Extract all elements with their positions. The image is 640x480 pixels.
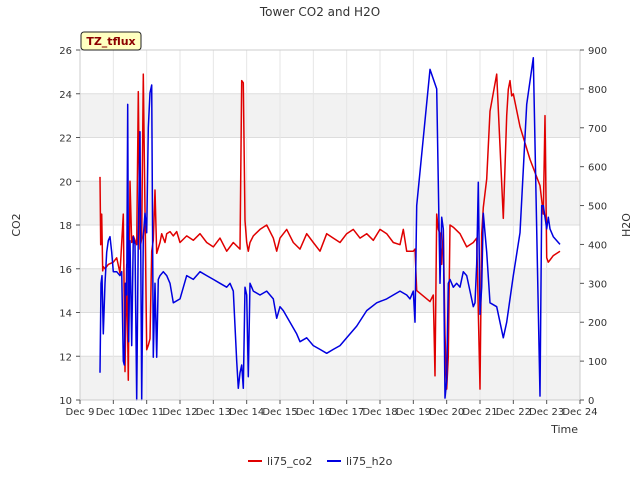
left-tick-label: 22 [59, 134, 72, 145]
left-tick-label: 20 [59, 177, 72, 188]
left-tick-label: 12 [59, 352, 72, 363]
x-tick-label: Dec 23 [529, 407, 564, 418]
right-tick-label: 600 [588, 163, 607, 174]
chart-title: Tower CO2 and H2O [259, 5, 380, 19]
plot-background-bands [80, 50, 580, 400]
left-tick-label: 24 [59, 90, 72, 101]
legend: li75_co2 li75_h2o [248, 455, 393, 468]
x-tick-label: Dec 17 [329, 407, 364, 418]
left-tick-label: 18 [59, 221, 72, 232]
plot-band [80, 181, 580, 225]
plot-band [80, 137, 580, 182]
right-tick-label: 700 [588, 124, 607, 135]
x-tick-label: Dec 24 [562, 407, 597, 418]
x-tick-label: Dec 15 [262, 407, 297, 418]
right-tick-label: 900 [588, 46, 607, 57]
x-tick-label: Dec 13 [196, 407, 231, 418]
plot-band [80, 356, 580, 400]
left-tick-label: 10 [59, 396, 72, 407]
series-lines [99, 57, 561, 401]
x-tick-label: Dec 18 [362, 407, 397, 418]
legend-label-h2o: li75_h2o [346, 455, 393, 468]
site-badge: TZ_tflux [80, 31, 142, 51]
right-tick-label: 100 [588, 357, 607, 368]
right-axis-ticks: 0 100 200 300 400 500 600 700 800 900 [580, 46, 607, 407]
x-tick-label: Dec 16 [296, 407, 331, 418]
site-badge-box [80, 31, 142, 51]
right-tick-label: 400 [588, 240, 607, 251]
right-tick-label: 800 [588, 85, 607, 96]
series-line-li75_co2 [99, 73, 561, 390]
plot-band [80, 93, 580, 138]
x-axis-label: Time [550, 423, 578, 436]
x-tick-label: Dec 19 [396, 407, 431, 418]
series-line-li75_h2o [99, 57, 561, 401]
x-tick-label: Dec 9 [66, 407, 95, 418]
x-tick-label: Dec 22 [496, 407, 531, 418]
left-axis-ticks: 10 12 14 16 18 20 22 24 26 [59, 46, 80, 407]
right-tick-label: 300 [588, 279, 607, 290]
plot-band [80, 225, 580, 269]
site-badge-label: TZ_tflux [86, 35, 135, 48]
legend-label-co2: li75_co2 [267, 455, 312, 468]
left-tick-label: 26 [59, 46, 72, 57]
x-tick-label: Dec 21 [462, 407, 497, 418]
left-tick-label: 16 [59, 265, 72, 276]
right-tick-label: 200 [588, 318, 607, 329]
x-tick-label: Dec 12 [162, 407, 197, 418]
right-tick-label: 500 [588, 202, 607, 213]
left-axis-label: CO2 [10, 213, 23, 236]
left-tick-label: 14 [59, 309, 72, 320]
x-tick-label: Dec 20 [429, 407, 464, 418]
right-axis-label: H2O [620, 213, 633, 237]
plot-band [80, 268, 580, 313]
plot-band [80, 312, 580, 357]
x-tick-label: Dec 10 [96, 407, 131, 418]
x-tick-label: Dec 11 [129, 407, 164, 418]
right-tick-label: 0 [588, 396, 594, 407]
plot-band [80, 50, 580, 94]
x-tick-label: Dec 14 [229, 407, 264, 418]
